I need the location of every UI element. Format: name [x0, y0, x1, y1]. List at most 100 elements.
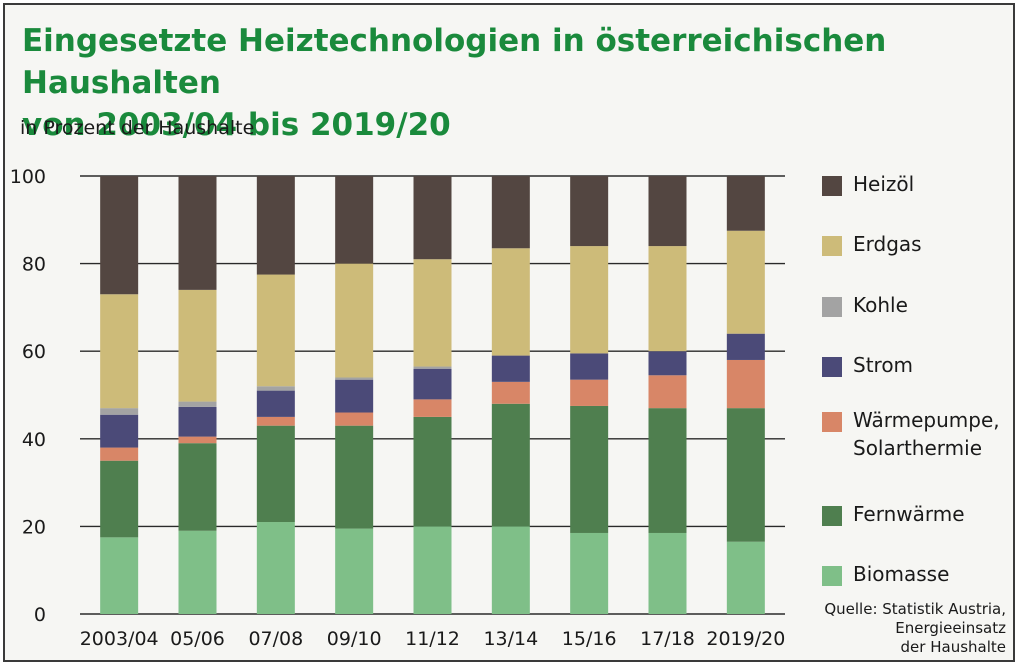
- bar-segment: [726, 230, 765, 334]
- bar-segment: [648, 351, 687, 376]
- bar-segment: [570, 246, 609, 354]
- bar-segment: [726, 359, 765, 409]
- x-tick-label: 15/16: [562, 628, 617, 650]
- bar-segment: [726, 541, 765, 614]
- bar-segment: [335, 425, 374, 529]
- bar-segment: [726, 333, 765, 360]
- bar-segment: [256, 425, 295, 523]
- bar-segment: [726, 408, 765, 542]
- legend-item: Kohle: [822, 291, 908, 319]
- bar-segment: [335, 176, 374, 264]
- bar-segment: [335, 379, 374, 413]
- bar-segment: [178, 176, 217, 290]
- legend-label: Heizöl: [853, 172, 915, 196]
- bar-segment: [491, 403, 530, 527]
- bar-segment: [256, 416, 295, 426]
- y-tick-label: 100: [10, 166, 46, 188]
- bar-segment: [413, 399, 452, 417]
- bar-segment: [570, 532, 609, 614]
- legend-label: Erdgas: [853, 232, 922, 256]
- bar-segment: [335, 263, 374, 378]
- legend-label: Biomasse: [853, 562, 950, 586]
- x-tick-label: 13/14: [483, 628, 538, 650]
- legend-swatch: [822, 412, 842, 432]
- bar-segment: [256, 386, 295, 391]
- legend-label: Wärmepumpe, Solarthermie: [853, 408, 1000, 460]
- legend-swatch: [822, 357, 842, 377]
- bar-segment: [648, 246, 687, 352]
- bar-segment: [178, 436, 217, 444]
- x-tick-label: 17/18: [640, 628, 695, 650]
- bar-segment: [413, 259, 452, 367]
- bar-segment: [100, 408, 139, 415]
- bar-segment: [413, 526, 452, 614]
- bar-segment: [335, 528, 374, 614]
- bar-segment: [100, 294, 139, 409]
- legend-label: Kohle: [853, 293, 908, 317]
- bar-segment: [413, 416, 452, 527]
- bar-segment: [256, 522, 295, 614]
- bar-segment: [570, 353, 609, 380]
- legend-swatch: [822, 566, 842, 586]
- y-tick-label: 80: [22, 254, 46, 276]
- bar-segment: [178, 289, 217, 402]
- x-tick-label: 2019/20: [706, 628, 785, 650]
- x-tick-label: 05/06: [170, 628, 225, 650]
- bar-segment: [178, 443, 217, 531]
- bar-segment: [491, 355, 530, 382]
- legend-item: Wärmepumpe, Solarthermie: [822, 406, 1000, 462]
- source-note: Quelle: Statistik Austria, Energieeinsat…: [824, 600, 1006, 656]
- bar-segment: [648, 375, 687, 409]
- bar-segment: [570, 405, 609, 533]
- x-tick-label: 11/12: [405, 628, 460, 650]
- chart-title-line-1: Eingesetzte Heiztechnologien in österrei…: [22, 23, 887, 101]
- bar-segment: [491, 248, 530, 356]
- legend-swatch: [822, 506, 842, 526]
- y-tick-label: 60: [22, 341, 46, 363]
- bar-segment: [648, 408, 687, 533]
- bar-segment: [413, 176, 452, 260]
- y-tick-label: 20: [22, 516, 46, 538]
- bar-segment: [726, 176, 765, 231]
- y-tick-label: 0: [34, 604, 46, 626]
- bar-segment: [178, 406, 217, 437]
- bar-segment: [100, 537, 139, 614]
- legend-item: Strom: [822, 351, 913, 379]
- legend-item: Fernwärme: [822, 500, 965, 528]
- legend-swatch: [822, 297, 842, 317]
- bar-segment: [256, 176, 295, 275]
- bar-segment: [491, 381, 530, 404]
- legend-swatch: [822, 236, 842, 256]
- legend-item: Heizöl: [822, 170, 914, 198]
- bar-segment: [100, 414, 139, 448]
- bar-segment: [178, 401, 217, 407]
- legend-item: Erdgas: [822, 230, 922, 258]
- legend-swatch: [822, 176, 842, 196]
- chart-title-line-2: von 2003/04 bis 2019/20: [22, 107, 451, 143]
- bar-segment: [335, 412, 374, 426]
- x-tick-label: 07/08: [248, 628, 303, 650]
- bar-segment: [413, 368, 452, 400]
- bar-segment: [413, 366, 452, 369]
- bar-segment: [100, 460, 139, 538]
- bar-segment: [100, 447, 139, 461]
- bar-segment: [335, 377, 374, 380]
- y-axis-unit-label: in Prozent der Haushalte: [20, 117, 255, 139]
- legend-item: Biomasse: [822, 560, 949, 588]
- bar-segment: [491, 176, 530, 249]
- bar-segment: [256, 274, 295, 387]
- y-tick-label: 40: [22, 429, 46, 451]
- bar-segment: [178, 530, 217, 614]
- bar-segment: [491, 526, 530, 614]
- bar-segment: [570, 379, 609, 406]
- bar-segment: [648, 532, 687, 614]
- bar-segment: [570, 176, 609, 247]
- bar-segment: [100, 176, 139, 295]
- x-tick-label: 2003/04: [80, 628, 159, 650]
- legend-label: Fernwärme: [853, 502, 965, 526]
- bar-segment: [648, 176, 687, 247]
- legend-label: Strom: [853, 353, 914, 377]
- chart-title: Eingesetzte Heiztechnologien in österrei…: [22, 20, 1002, 146]
- x-tick-label: 09/10: [327, 628, 382, 650]
